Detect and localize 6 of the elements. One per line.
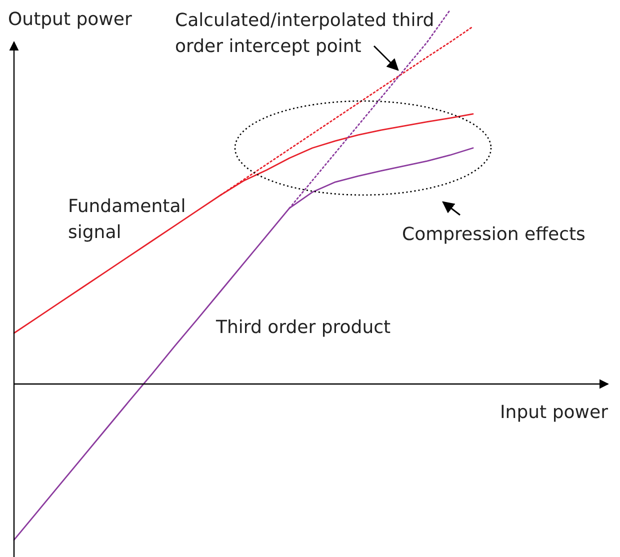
x-axis-title: Input power bbox=[500, 402, 609, 423]
y-axis-title: Output power bbox=[8, 9, 132, 30]
annotation: Calculated/interpolated third order intercept point bbox=[175, 10, 434, 57]
series-label: Third order product bbox=[215, 317, 391, 338]
annotation: Compression effects bbox=[402, 224, 586, 245]
series-label: Fundamental signal bbox=[68, 196, 186, 243]
